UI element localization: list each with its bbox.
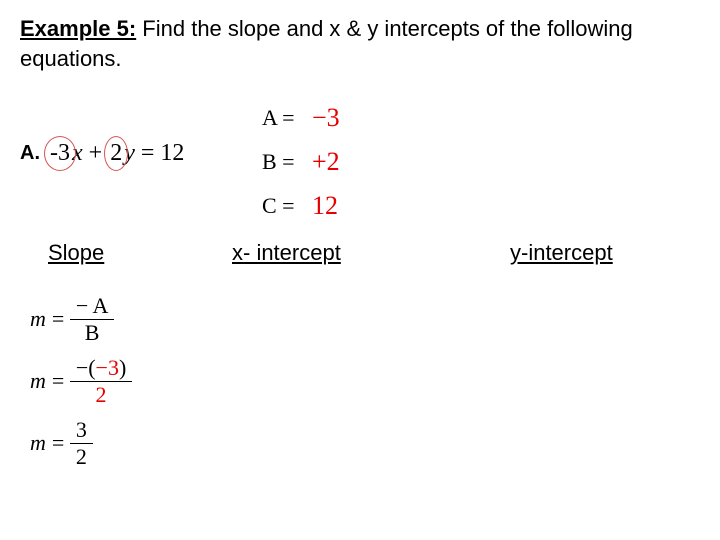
- coeff-c-value: 12: [312, 191, 338, 221]
- fraction-3: 3 2: [70, 418, 93, 467]
- col-y-intercept: y-intercept: [510, 240, 613, 266]
- coefficient-block: A = −3 B = +2 C = 12: [262, 96, 340, 228]
- coeff-a-row: A = −3: [262, 96, 340, 140]
- coeff-b-row: B = +2: [262, 140, 340, 184]
- fraction-2-num: −(−3): [70, 356, 132, 381]
- slope-step-2: m = −(−3) 2: [30, 350, 132, 412]
- circled-coef-a: -3: [48, 140, 72, 167]
- part-a-label: A.: [20, 142, 40, 165]
- slope-derivation: m = − A B m = −(−3) 2 m = 3 2: [30, 288, 132, 474]
- example-header: Example 5: Find the slope and x & y inte…: [20, 14, 700, 73]
- example-label: Example 5:: [20, 16, 136, 41]
- fraction-2: −(−3) 2: [70, 356, 132, 405]
- coeff-a-label: A =: [262, 105, 312, 131]
- circled-coef-b: 2: [108, 140, 124, 167]
- slope-step-1: m = − A B: [30, 288, 132, 350]
- coeff-c-row: C = 12: [262, 184, 340, 228]
- coeff-b-label: B =: [262, 149, 312, 175]
- slope-step-3: m = 3 2: [30, 412, 132, 474]
- col-slope: Slope: [48, 240, 104, 266]
- fraction-1: − A B: [70, 294, 115, 343]
- equation-a: A. -3x + 2y = 12: [20, 140, 184, 167]
- coeff-b-value: +2: [312, 147, 340, 177]
- equation-expression: -3x + 2y = 12: [48, 140, 184, 167]
- coeff-a-value: −3: [312, 103, 340, 133]
- coeff-c-label: C =: [262, 193, 312, 219]
- col-x-intercept: x- intercept: [232, 240, 341, 266]
